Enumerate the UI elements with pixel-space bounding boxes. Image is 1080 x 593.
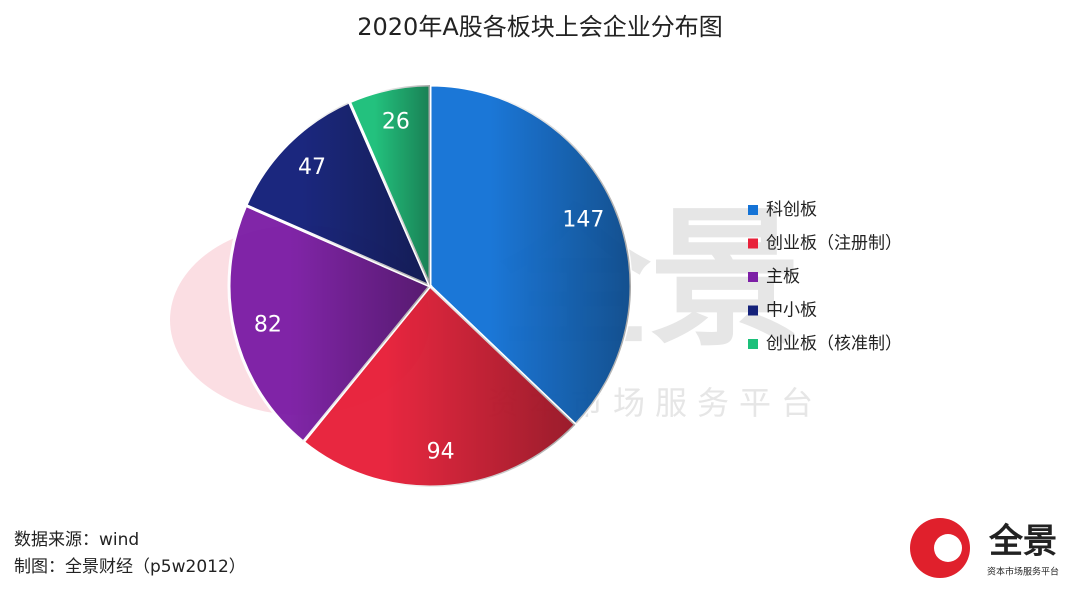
- chart-title: 2020年A股各板块上会企业分布图: [357, 13, 723, 41]
- source: 数据来源：wind: [14, 530, 139, 550]
- data-label: 94: [427, 439, 455, 464]
- data-label: 82: [254, 312, 282, 337]
- legend-swatch: [748, 238, 758, 249]
- logo-title: 全景: [988, 522, 1057, 562]
- slice-shade: [245, 101, 430, 286]
- logo-icon-inner: [934, 534, 962, 562]
- slice-shade: [349, 85, 430, 286]
- data-label: 47: [298, 155, 326, 180]
- slice-shade: [303, 286, 576, 487]
- data-label: 147: [562, 207, 604, 232]
- legend-label: 创业板（核准制）: [766, 334, 902, 354]
- legend-label: 主板: [766, 267, 800, 287]
- legend-label: 中小板: [766, 301, 817, 321]
- legend-swatch: [748, 339, 758, 349]
- logo-subtitle: 资本市场服务平台: [987, 566, 1059, 578]
- data-label: 26: [382, 110, 410, 135]
- legend-swatch: [748, 205, 758, 215]
- credit: 制图：全景财经（p5w2012）: [14, 557, 246, 577]
- legend-label: 创业板（注册制）: [766, 234, 902, 254]
- slice-shade: [430, 85, 631, 425]
- legend-swatch: [748, 272, 758, 282]
- legend-label: 科创板: [766, 200, 817, 220]
- legend-swatch: [748, 305, 758, 316]
